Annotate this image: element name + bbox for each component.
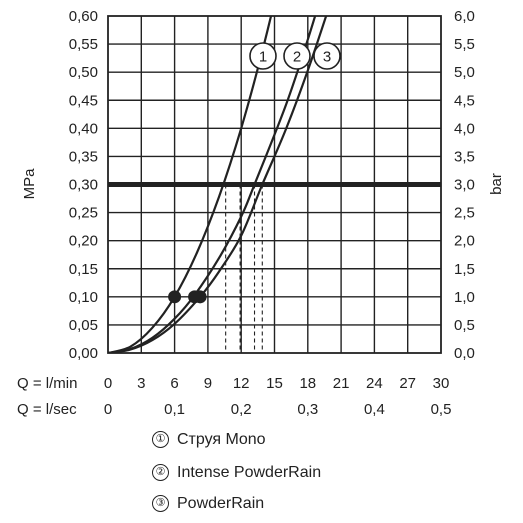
left-tick-label: 0,00 [69,345,98,362]
right-tick-label: 6,0 [454,8,475,25]
left-tick-label: 0,45 [69,92,98,109]
legend-marker-2: ② [152,464,169,481]
curve-marker-circle [283,42,311,70]
x-tick-lmin: 12 [233,375,250,392]
legend-marker-1: ① [152,431,169,448]
curve-marker-number: 3 [323,49,331,66]
left-tick-label: 0,25 [69,205,98,222]
plot-border [107,15,442,354]
legend-item-mono: ① Струя Mono [152,431,266,449]
left-tick-label: 0,05 [69,317,98,334]
left-tick-label: 0,30 [69,177,98,194]
x-tick-lmin: 9 [204,375,212,392]
x-row-lmin-label: Q = l/min [17,375,77,392]
right-tick-label: 3,0 [454,177,475,194]
operating-point [168,290,182,304]
left-tick-label: 0,35 [69,148,98,165]
left-axis-title: MPa [21,168,38,200]
x-tick-lmin: 27 [399,375,416,392]
right-tick-label: 2,0 [454,233,475,250]
x-tick-lmin: 6 [170,375,178,392]
x-tick-lmin: 21 [333,375,350,392]
operating-points [168,290,207,304]
x-tick-lmin: 3 [137,375,145,392]
curve-2 [108,16,317,353]
right-tick-label: 5,5 [454,36,475,53]
left-tick-label: 0,15 [69,261,98,278]
x-tick-lmin: 15 [266,375,283,392]
x-row-lsec-label: Q = l/sec [17,401,77,418]
curves [108,16,328,353]
left-tick-labels: 0,00 0,05 0,10 0,15 0,20 0,25 0,30 0,35 0,40 0,45… [69,8,98,362]
right-tick-label: 3,5 [454,148,475,165]
right-tick-label: 5,0 [454,64,475,81]
legend-label-powderrain: PowderRain [177,495,265,512]
left-tick-label: 0,40 [69,120,98,137]
curve-3 [108,16,328,353]
x-tick-lsec: 0,3 [297,401,318,418]
x-tick-lmin: 24 [366,375,383,392]
x-tick-lsec: 0,5 [431,401,452,418]
x-tick-lsec: 0,1 [164,401,185,418]
right-tick-label: 2,5 [454,205,475,222]
curve-marker-number: 2 [293,49,301,66]
x-tick-labels: 0 3 6 9 12 15 18 21 24 27 30 0 0,1 0,2 0,3 0,4 0,5 [104,375,452,418]
curve-marker-circle [313,42,341,70]
x-tick-lmin: 30 [433,375,450,392]
right-tick-labels: 0,0 0,5 1,0 1,5 2,0 2,5 3,0 3,5 4,0 4,5 5,0 5,5 6,0 [454,8,475,362]
operating-point [193,290,207,304]
legend-label-mono: Струя Mono [177,431,266,448]
left-tick-label: 0,50 [69,64,98,81]
curve-marker-number: 1 [259,49,267,66]
left-tick-label: 0,60 [69,8,98,25]
curve-marker-circle [249,42,277,70]
curve-markers: 1 2 3 [249,42,341,70]
dashed-guides [225,184,263,353]
right-tick-label: 0,5 [454,317,475,334]
legend-label-intense-powderrain: Intense PowderRain [177,464,322,481]
right-tick-label: 4,0 [454,120,475,137]
x-tick-lmin: 0 [104,375,112,392]
left-tick-label: 0,55 [69,36,98,53]
x-tick-lmin: 18 [299,375,316,392]
right-tick-label: 4,5 [454,92,475,109]
legend-item-powderrain: ③ PowderRain [152,495,264,513]
plot-frame [107,15,442,354]
right-tick-label: 1,5 [454,261,475,278]
x-tick-lsec: 0,2 [231,401,252,418]
x-tick-lsec: 0 [104,401,112,418]
right-tick-label: 1,0 [454,289,475,306]
left-tick-label: 0,10 [69,289,98,306]
right-tick-label: 0,0 [454,345,475,362]
curve-1 [108,16,273,353]
legend-marker-3: ③ [152,495,169,512]
right-axis-title: bar [488,173,505,195]
x-tick-lsec: 0,4 [364,401,385,418]
legend-item-intense-powderrain: ② Intense PowderRain [152,464,321,482]
left-tick-label: 0,20 [69,233,98,250]
